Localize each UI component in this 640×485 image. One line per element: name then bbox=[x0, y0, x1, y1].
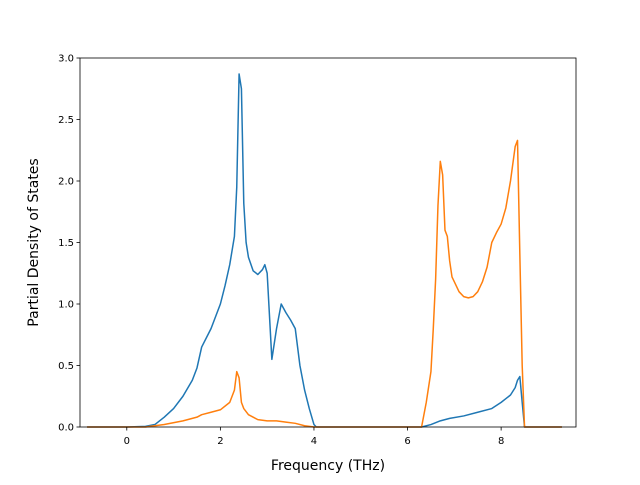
x-axis-ticks: 0 2 4 6 8 bbox=[124, 427, 504, 447]
series-line-2 bbox=[87, 139, 562, 428]
x-tick-label: 4 bbox=[311, 436, 317, 447]
x-axis-label: Frequency (THz) bbox=[271, 458, 385, 474]
y-tick-label: 2.5 bbox=[58, 115, 74, 126]
x-tick-label: 2 bbox=[217, 436, 223, 447]
y-tick-label: 0.0 bbox=[58, 423, 74, 434]
x-tick-label: 8 bbox=[498, 436, 504, 447]
series-layer bbox=[87, 73, 562, 428]
plot-area bbox=[80, 58, 576, 427]
y-tick-label: 3.0 bbox=[58, 54, 74, 65]
y-tick-label: 2.0 bbox=[58, 177, 74, 188]
x-tick-label: 0 bbox=[124, 436, 130, 447]
y-tick-label: 1.0 bbox=[58, 300, 74, 311]
y-tick-label: 0.5 bbox=[58, 361, 74, 372]
y-axis-ticks: 0.0 0.5 1.0 1.5 2.0 2.5 3.0 bbox=[58, 54, 80, 434]
y-tick-label: 1.5 bbox=[58, 238, 74, 249]
y-axis-label: Partial Density of States bbox=[26, 158, 42, 326]
series-line-1 bbox=[87, 73, 562, 428]
x-tick-label: 6 bbox=[404, 436, 410, 447]
